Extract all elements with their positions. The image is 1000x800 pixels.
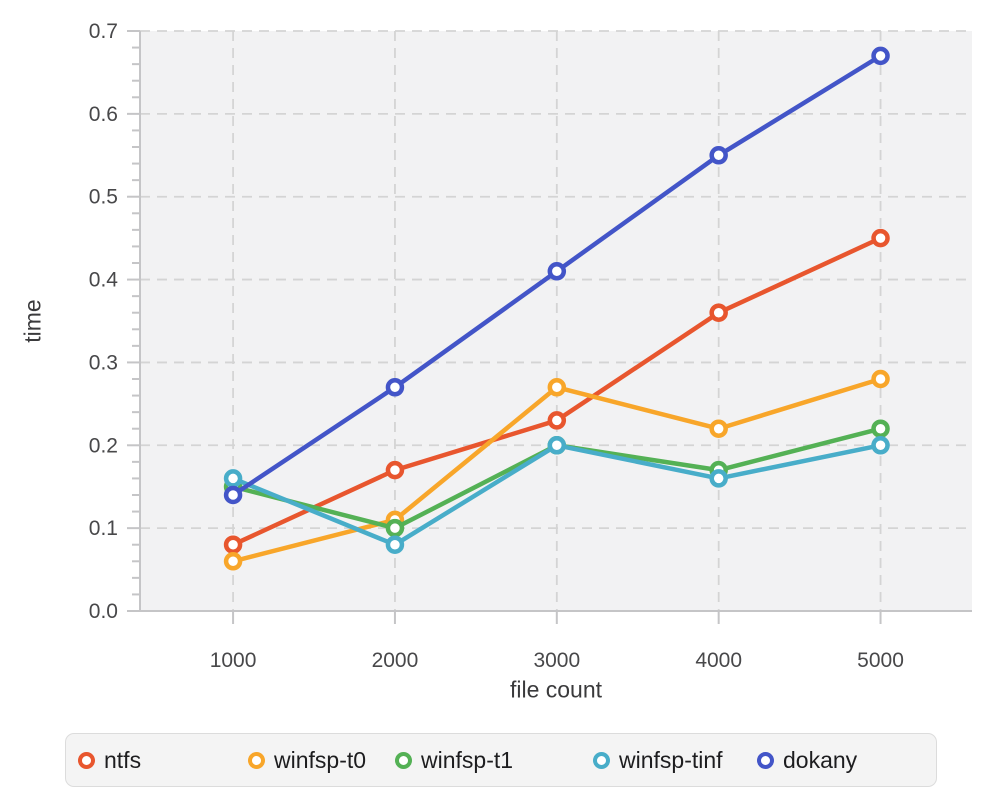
data-point xyxy=(223,485,243,505)
data-point xyxy=(871,228,890,248)
legend-label: winfsp-tinf xyxy=(619,746,723,773)
data-point xyxy=(385,535,405,554)
y-tick-label: 0.4 xyxy=(89,269,119,292)
legend-item-winfsp-tinf: winfsp-tinf xyxy=(593,747,757,774)
y-tick-label: 0.2 xyxy=(89,434,118,457)
legend-label: dokany xyxy=(783,746,858,773)
tick-labels: 0.0 0.1 0.2 0.3 0.4 0.5 0.6 0.7 1000 2000 3000 4000… xyxy=(89,20,904,672)
data-point xyxy=(385,378,405,397)
data-point xyxy=(385,460,405,480)
series-ntfs xyxy=(223,228,890,554)
data-point xyxy=(547,436,567,455)
series-winfsp-tinf xyxy=(223,436,890,554)
legend-label: winfsp-t0 xyxy=(274,746,367,773)
y-tick-label: 0.7 xyxy=(89,20,118,43)
legend-item-dokany: dokany xyxy=(757,747,857,774)
x-tick-label: 4000 xyxy=(695,649,742,672)
x-axis-title: file count xyxy=(509,676,603,703)
legend-label: winfsp-t1 xyxy=(421,746,514,773)
data-point xyxy=(871,419,890,438)
x-tick-label: 3000 xyxy=(533,649,580,672)
legend-item-winfsp-t0: winfsp-t0 xyxy=(248,747,395,774)
data-point xyxy=(709,146,728,165)
legend: ntfs winfsp-t0 winfsp-t1 winfsp-tinf dokany xyxy=(65,733,937,787)
data-point xyxy=(871,436,890,455)
data-point xyxy=(547,411,567,430)
legend-label: ntfs xyxy=(104,746,142,773)
x-tick-label: 5000 xyxy=(857,649,904,672)
data-point xyxy=(709,419,728,438)
data-point xyxy=(709,303,728,322)
data-point xyxy=(871,369,890,389)
x-tick-label: 2000 xyxy=(372,649,419,672)
data-point xyxy=(709,469,728,488)
legend-marker-circle-icon xyxy=(248,751,265,769)
series-winfsp-t0 xyxy=(223,369,890,571)
x-tick-label: 1000 xyxy=(210,649,257,672)
data-point xyxy=(223,469,243,488)
data-point xyxy=(871,46,890,66)
legend-marker-circle-icon xyxy=(78,751,95,769)
line-chart-canvas: 0.0 0.1 0.2 0.3 0.4 0.5 0.6 0.7 1000 2000 3000 4000… xyxy=(89,20,972,672)
data-point xyxy=(547,262,567,281)
legend-marker-circle-icon xyxy=(593,751,610,769)
data-point xyxy=(385,518,405,538)
legend-marker-circle-icon xyxy=(395,751,412,769)
y-tick-label: 0.0 xyxy=(89,600,118,623)
data-point xyxy=(547,378,567,397)
y-axis-title: time xyxy=(19,299,46,343)
legend-marker-circle-icon xyxy=(757,751,774,769)
y-tick-label: 0.6 xyxy=(89,103,118,126)
axes xyxy=(127,30,972,624)
y-tick-label: 0.5 xyxy=(89,186,118,209)
data-point xyxy=(223,552,243,571)
legend-item-ntfs: ntfs xyxy=(78,747,248,774)
legend-item-winfsp-t1: winfsp-t1 xyxy=(395,747,593,774)
data-point xyxy=(223,535,243,554)
series-dokany xyxy=(223,46,890,505)
y-tick-label: 0.3 xyxy=(89,351,118,374)
y-tick-label: 0.1 xyxy=(89,517,118,540)
